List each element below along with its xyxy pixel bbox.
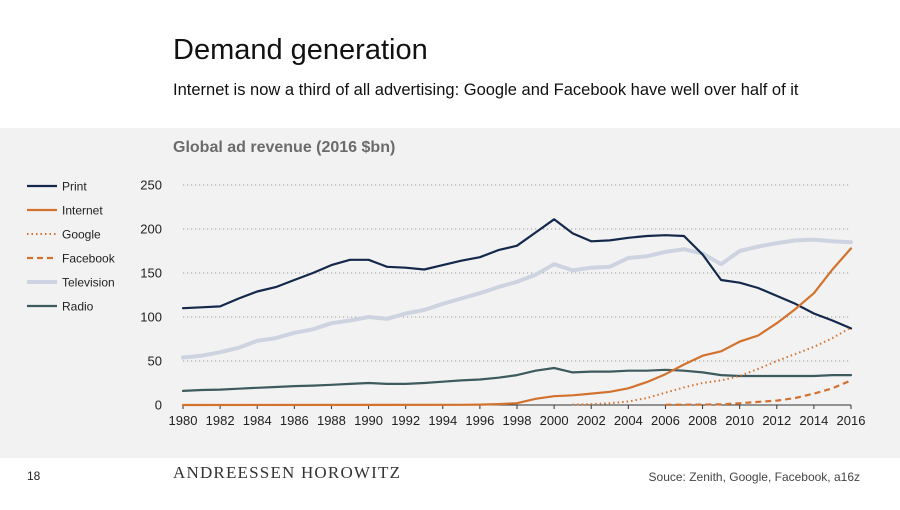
x-tick-label: 1988 — [317, 413, 346, 428]
series-line-print — [181, 218, 853, 330]
y-tick-label: 150 — [140, 266, 162, 281]
series-line-google — [572, 326, 852, 406]
x-tick-label: 2004 — [614, 413, 643, 428]
legend-label-google: Google — [62, 228, 101, 242]
series-lines — [181, 218, 853, 407]
x-tick-label: 1998 — [503, 413, 532, 428]
x-tick-label: 1996 — [465, 413, 494, 428]
x-axis-ticks: 1980 1982 1984 1986 1988 1990 1992 1994 1996 1998… — [169, 405, 866, 428]
series-line-radio — [181, 366, 853, 392]
y-tick-label: 0 — [155, 398, 162, 413]
x-tick-label: 1984 — [243, 413, 272, 428]
slide-subtitle: Internet is now a third of all advertisi… — [173, 81, 799, 99]
x-tick-label: 1990 — [354, 413, 383, 428]
x-tick-label: 2006 — [651, 413, 680, 428]
legend-label-facebook: Facebook — [62, 252, 116, 266]
x-tick-label: 2008 — [688, 413, 717, 428]
x-tick-label: 1986 — [280, 413, 309, 428]
y-tick-label: 100 — [140, 310, 162, 325]
source-note: Souce: Zenith, Google, Facebook, a16z — [648, 470, 860, 484]
series-line-facebook — [665, 379, 852, 406]
y-tick-label: 50 — [148, 354, 162, 369]
chart-title: Global ad revenue (2016 $bn) — [173, 139, 396, 156]
legend-label-print: Print — [62, 180, 87, 194]
slide-header: Demand generation Internet is now a thir… — [0, 0, 900, 128]
y-tick-label: 250 — [140, 178, 162, 193]
grid-lines — [183, 184, 851, 362]
series-line-internet — [181, 247, 853, 407]
page-number: 18 — [27, 469, 41, 483]
slide-title: Demand generation — [173, 34, 428, 66]
legend: Print Internet Google Facebook Television Rad… — [27, 180, 116, 314]
x-tick-label: 1982 — [206, 413, 235, 428]
x-tick-label: 2012 — [762, 413, 791, 428]
x-tick-label: 2016 — [837, 413, 866, 428]
series-line-television — [181, 237, 853, 360]
x-tick-label: 1994 — [428, 413, 457, 428]
y-axis-ticks: 0 50 100 150 200 250 — [140, 178, 162, 413]
x-tick-label: 1980 — [169, 413, 198, 428]
x-tick-label: 1992 — [391, 413, 420, 428]
brand-logo: ANDREESSEN HOROWITZ — [173, 463, 402, 482]
legend-label-television: Television — [62, 276, 115, 290]
legend-label-internet: Internet — [62, 204, 103, 218]
x-tick-label: 2000 — [540, 413, 569, 428]
x-tick-label: 2010 — [725, 413, 754, 428]
x-tick-label: 2002 — [577, 413, 606, 428]
x-tick-label: 2014 — [799, 413, 828, 428]
legend-label-radio: Radio — [62, 300, 94, 314]
y-tick-label: 200 — [140, 222, 162, 237]
